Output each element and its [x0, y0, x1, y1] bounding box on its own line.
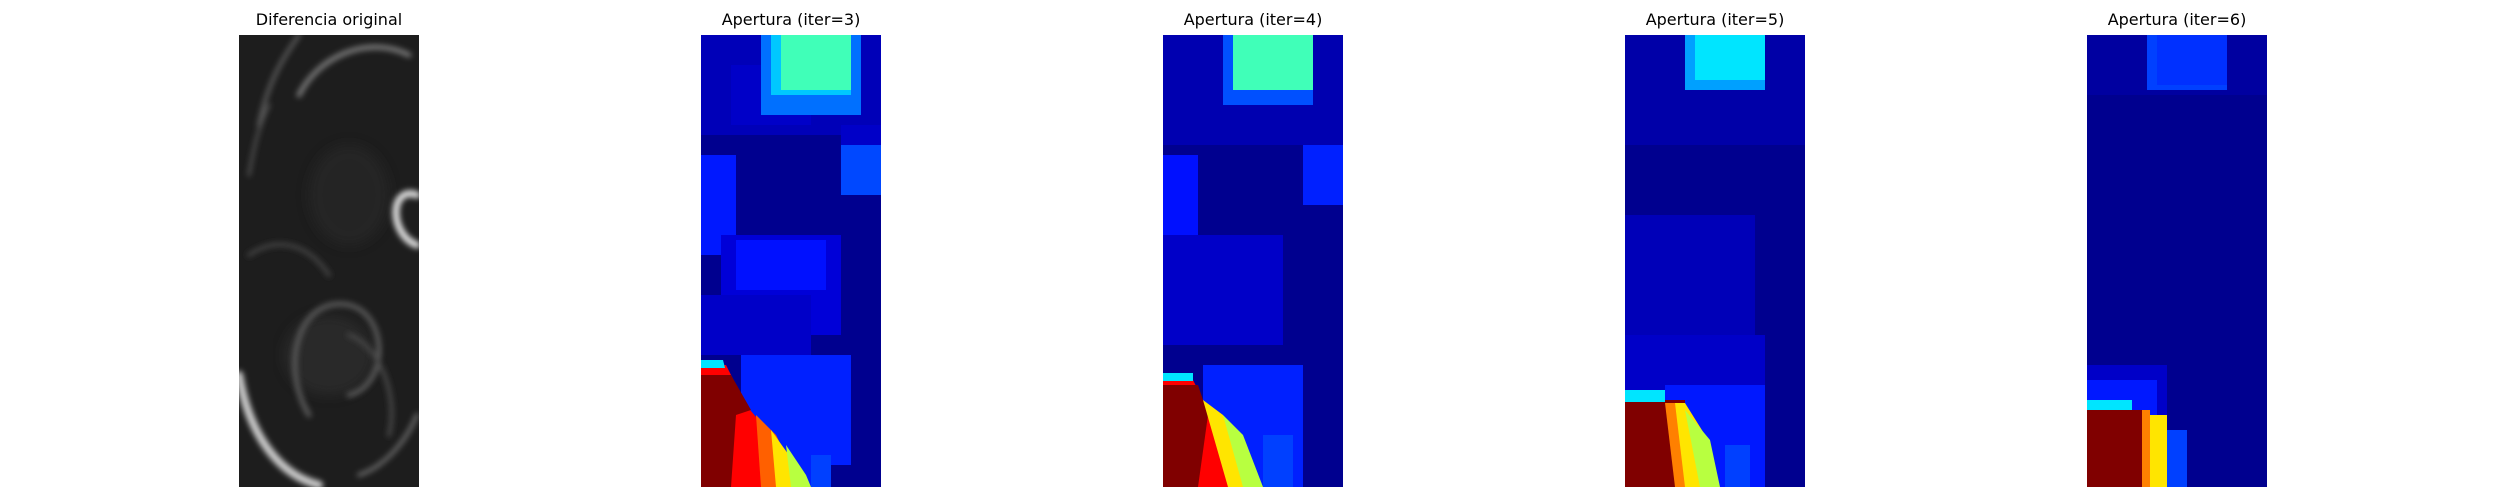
- panel-title: Apertura (iter=6): [2107, 10, 2247, 29]
- opening-iter-4-image: [1163, 35, 1343, 487]
- original-difference-image: [239, 35, 419, 487]
- panel-opening-iter-6: Apertura (iter=6): [2087, 0, 2267, 500]
- opening-iter-5-image: [1625, 35, 1805, 487]
- panel-title: Apertura (iter=3): [721, 10, 861, 29]
- panel-opening-iter-5: Apertura (iter=5): [1625, 0, 1805, 500]
- opening-iter-6-image: [2087, 35, 2267, 487]
- panel-title: Diferencia original: [255, 10, 403, 29]
- opening-iter-3-image: [701, 35, 881, 487]
- panel-title: Apertura (iter=4): [1183, 10, 1323, 29]
- panel-opening-iter-3: Apertura (iter=3): [701, 0, 881, 500]
- panel-original-difference: Diferencia original: [239, 0, 419, 500]
- panel-opening-iter-4: Apertura (iter=4): [1163, 0, 1343, 500]
- panel-title: Apertura (iter=5): [1645, 10, 1785, 29]
